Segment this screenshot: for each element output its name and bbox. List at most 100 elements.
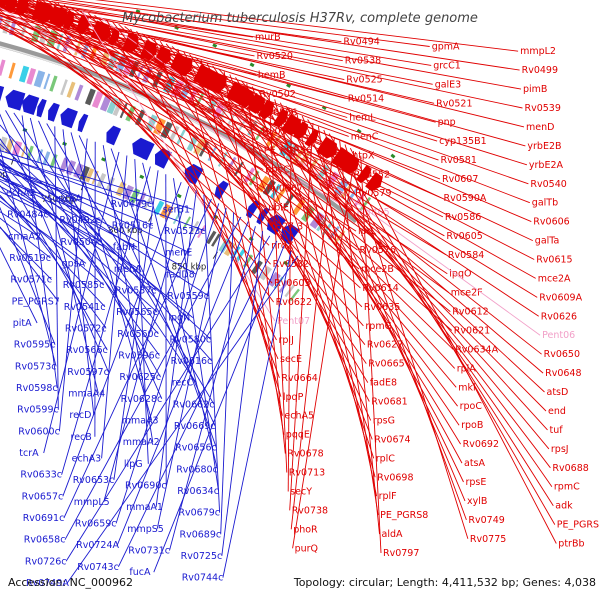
forward-gene-label: Rv0579 [355, 188, 391, 199]
forward-gene-label: Rv0607 [442, 174, 478, 185]
reverse-gene-label: Rv0743c [77, 562, 119, 573]
feature-block [11, 140, 23, 157]
feature-block [74, 84, 84, 101]
reverse-label-connector [0, 206, 56, 345]
reverse-gene-arrow [106, 125, 122, 146]
reverse-label-connector [0, 159, 159, 335]
forward-gene-label: galTb [532, 198, 558, 209]
forward-gene-label: Rv0648 [545, 368, 581, 379]
forward-gene-label: hemB [258, 70, 286, 81]
forward-gene-label: aldA [382, 529, 403, 540]
feature-block [129, 188, 141, 204]
reverse-gene-arrow [132, 137, 152, 160]
forward-gene-label: Rv0698 [377, 472, 413, 483]
reverse-gene-label: fadD8 [166, 269, 195, 280]
forward-label-connector [323, 129, 467, 521]
reverse-gene-label: Rv0559c [167, 291, 209, 302]
feature-block [91, 91, 104, 109]
forward-label-connector [0, 9, 346, 99]
reverse-label-connector [153, 245, 285, 573]
reverse-gene-label: recD [69, 410, 91, 421]
reverse-gene-arrow [5, 89, 26, 111]
forward-gene-label: murB [255, 32, 281, 43]
forward-label-connector [344, 144, 469, 539]
forward-gene-label: Rv0525 [346, 75, 382, 86]
reverse-gene-label: mmaA4 [68, 388, 105, 399]
forward-gene-label: Pent05 [357, 207, 390, 218]
reverse-label-connector [0, 184, 107, 329]
forward-gene-label: Rv0634A [455, 344, 498, 355]
forward-gene-label: rpoB [461, 420, 483, 431]
reverse-label-connector [0, 160, 209, 297]
forward-gene-label: xylB [467, 496, 487, 507]
feature-block [172, 210, 182, 225]
reverse-label-connector [0, 171, 158, 313]
forward-label-connector [63, 4, 363, 308]
forward-gene-label: rpsJ [551, 444, 569, 455]
forward-gene-label: Rv0692 [463, 439, 499, 450]
forward-gene-label: Rv0590A [444, 193, 487, 204]
feature-block [289, 288, 300, 302]
feature-block [137, 192, 147, 207]
forward-gene-label: Rv0567 [267, 184, 303, 195]
feature-block [33, 70, 46, 88]
feature-block [18, 65, 30, 83]
reverse-gene-label: mmaA2 [123, 437, 160, 448]
forward-gene-label: mkl [458, 382, 475, 393]
forward-label-connector [349, 147, 557, 544]
feature-block [259, 266, 272, 281]
reverse-gene-label: Rv0634c [177, 486, 219, 497]
reverse-gene-label: Rv0560c [117, 329, 159, 340]
forward-gene-label: cyp135B1 [439, 136, 487, 147]
reverse-gene-label: Rv0573c [15, 361, 57, 372]
feature-block [43, 73, 51, 90]
forward-label-connector [19, 0, 447, 256]
reverse-label-connector [0, 161, 108, 351]
reverse-label-connector [0, 194, 106, 308]
forward-gene-label: galE3 [435, 79, 462, 90]
forward-gene-label: Rv0502 [259, 89, 295, 100]
forward-label-connector [0, 5, 345, 81]
forward-label-connector [18, 0, 271, 265]
forward-label-connector [23, 0, 432, 66]
forward-gene-label: Rv0665 [368, 359, 404, 370]
reverse-gene-label: Rv0523c [164, 226, 206, 237]
forward-gene-label: Rv0521 [436, 98, 472, 109]
forward-label-connector [194, 56, 547, 412]
forward-gene-label: ubiE [268, 202, 289, 213]
reverse-label-connector [54, 126, 59, 410]
reverse-label-connector [110, 148, 217, 448]
reverse-label-connector [63, 198, 212, 519]
forward-gene-label: rpmC [554, 482, 580, 493]
reverse-gene-label: pitA [13, 318, 32, 329]
forward-gene-label: fadE8 [370, 378, 397, 389]
forward-gene-label: Rv0540 [530, 179, 566, 190]
reverse-gene-label: Rv0600c [18, 426, 60, 437]
forward-label-connector [328, 133, 556, 525]
reverse-gene-arrow [214, 180, 229, 200]
reverse-gene-label: Rv0691c [23, 513, 65, 524]
forward-gene-label: Rv0738 [292, 505, 328, 516]
feature-block [49, 153, 58, 169]
reverse-gene-label: Rv0653c [73, 475, 115, 486]
reverse-label-connector [222, 250, 292, 578]
forward-gene-label: tuf [550, 425, 564, 436]
reverse-label-connector [62, 129, 95, 416]
forward-gene-label: Rv0749 [468, 515, 504, 526]
forward-gene-label: rplC [376, 453, 396, 464]
forward-label-connector [212, 65, 460, 426]
reverse-label-connector [38, 120, 163, 399]
feature-block [197, 225, 207, 239]
forward-gene-label: Rv0538 [345, 56, 381, 67]
reverse-gene-label: mmpL5 [74, 497, 110, 508]
forward-gene-label: Rv0584 [448, 250, 484, 261]
forward-label-connector [1, 0, 270, 246]
reverse-label-connector [78, 135, 216, 427]
reverse-gene-label: Rv0744c [182, 573, 224, 584]
feature-block [251, 260, 263, 275]
forward-gene-label: Rv0678 [287, 449, 323, 460]
forward-gene-label: Rv0650 [544, 349, 580, 360]
forward-gene-label: Rv0569 [262, 127, 298, 138]
forward-gene-label: atsD [547, 387, 569, 398]
forward-label-connector [0, 6, 438, 142]
